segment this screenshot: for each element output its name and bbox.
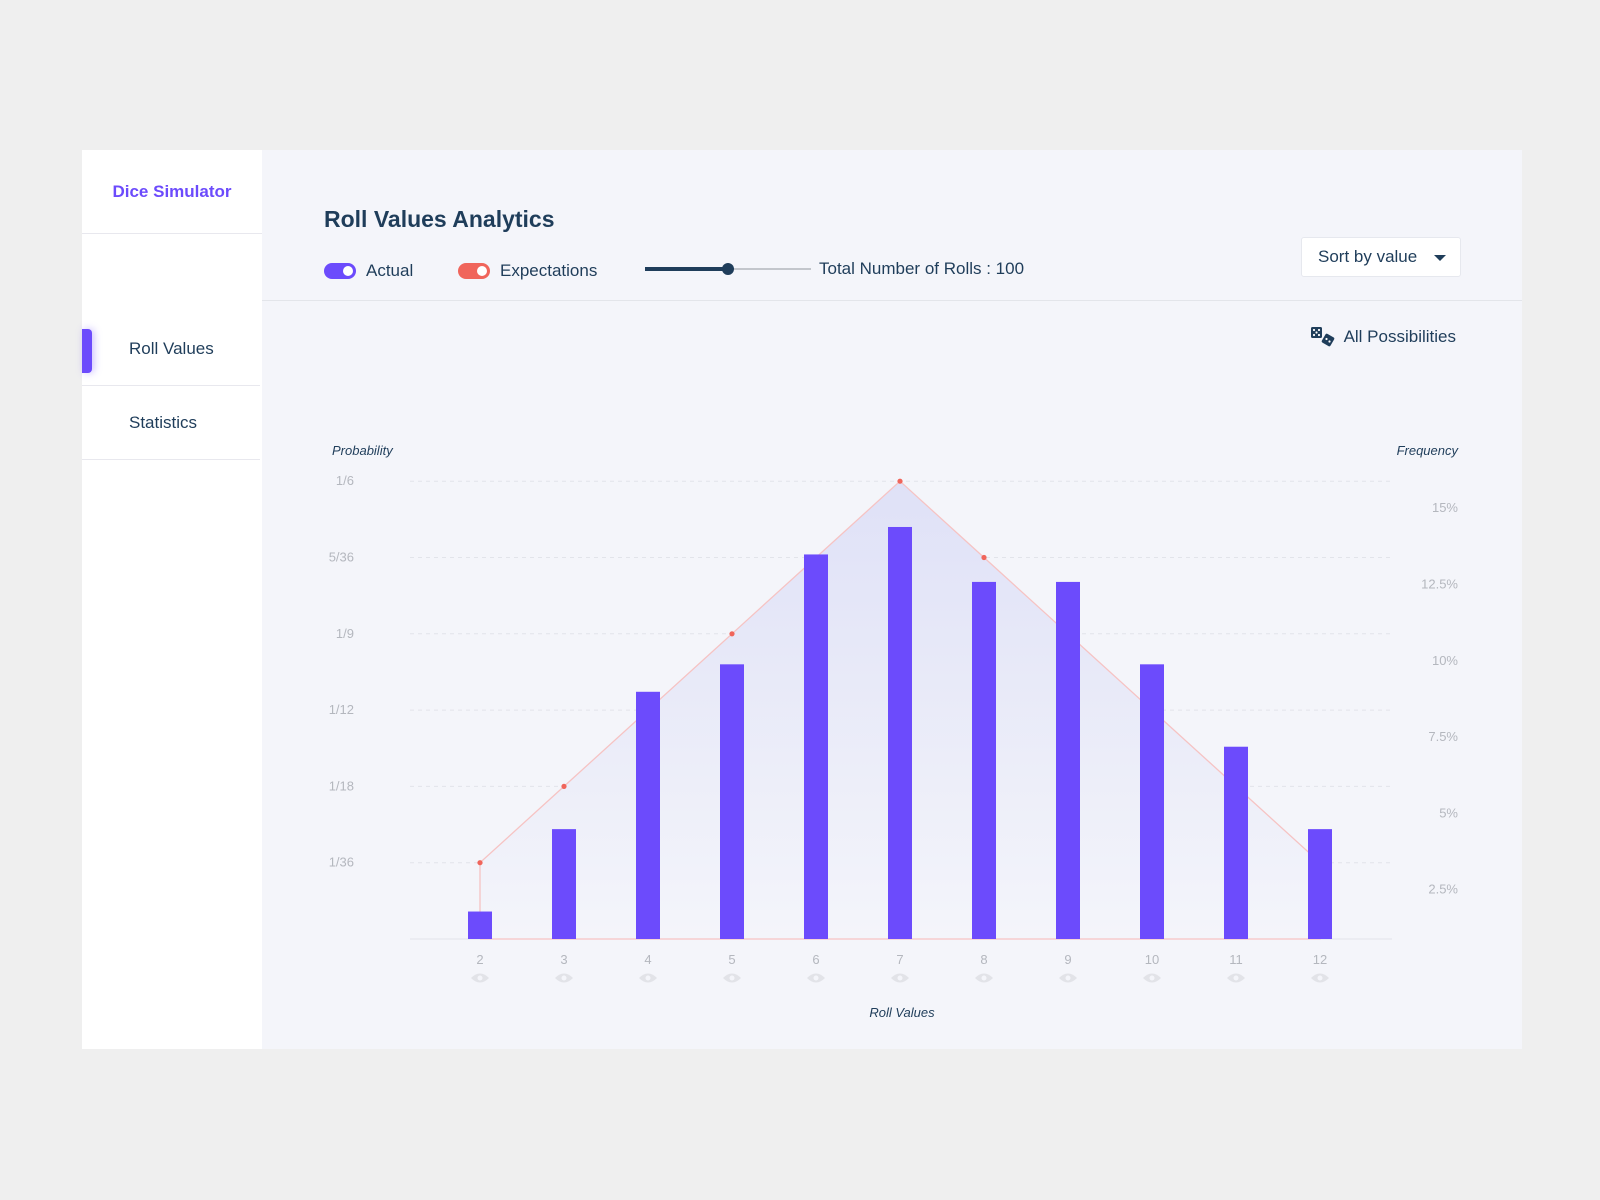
caret-down-icon	[1434, 255, 1446, 261]
expectation-point	[981, 554, 987, 561]
eye-pupil	[813, 975, 819, 981]
expectation-point	[729, 631, 735, 637]
eye-pupil	[645, 975, 651, 981]
x-tick: 6	[812, 952, 819, 967]
eye-pupil	[981, 975, 987, 981]
x-tick: 5	[728, 952, 735, 967]
sort-label: Sort by value	[1318, 247, 1418, 266]
main-panel: Roll Values Analytics Actual Expectation…	[262, 150, 1522, 1049]
expectation-point	[897, 478, 903, 484]
bar-10	[1140, 664, 1164, 939]
toggle-switch[interactable]	[458, 263, 490, 279]
x-tick: 4	[644, 952, 651, 967]
divider	[262, 300, 1522, 301]
y-left-tick: 1/18	[329, 778, 354, 793]
x-tick: 2	[476, 952, 483, 967]
dice-icon	[1310, 327, 1334, 347]
x-tick: 9	[1064, 952, 1071, 967]
slider-fill	[645, 267, 728, 271]
y-right-tick: 2.5%	[1428, 882, 1458, 897]
bar-3	[552, 829, 576, 939]
sidebar-item-roll-values[interactable]: Roll Values	[82, 312, 260, 386]
eye-pupil	[1233, 975, 1239, 981]
bar-8	[972, 581, 996, 939]
x-tick: 10	[1145, 952, 1159, 967]
x-tick: 8	[980, 952, 987, 967]
bar-2	[468, 911, 492, 939]
x-tick: 12	[1313, 952, 1327, 967]
sidebar-item-statistics[interactable]: Statistics	[82, 386, 260, 460]
toggle-label: Actual	[366, 261, 414, 280]
y-left-tick: 1/12	[329, 702, 354, 717]
page-title: Roll Values Analytics	[324, 206, 555, 232]
brand-logo[interactable]: Dice Simulator	[82, 150, 262, 234]
y-right-tick: 10%	[1432, 653, 1458, 668]
sidebar-item-label: Roll Values	[129, 338, 214, 358]
x-axis-label: Roll Values	[869, 1005, 935, 1020]
sort-dropdown[interactable]: Sort by value	[1301, 237, 1461, 277]
eye-pupil	[561, 975, 567, 981]
y-right-tick: 7.5%	[1428, 729, 1458, 744]
eye-pupil	[477, 975, 483, 981]
y-left-tick: 5/36	[329, 550, 354, 565]
bar-11	[1224, 746, 1248, 939]
eye-pupil	[897, 975, 903, 981]
eye-pupil	[1317, 975, 1323, 981]
y-right-label: Frequency	[1397, 443, 1460, 458]
bar-9	[1056, 581, 1080, 939]
bar-6	[804, 554, 828, 939]
x-tick: 11	[1229, 952, 1243, 967]
toggle-actual[interactable]: Actual	[324, 261, 413, 281]
toggle-switch[interactable]	[324, 263, 356, 279]
bar-12	[1308, 829, 1332, 939]
slider-handle[interactable]	[722, 263, 734, 275]
eye-pupil	[729, 975, 735, 981]
y-left-label: Probability	[332, 443, 394, 458]
active-indicator	[82, 329, 92, 373]
x-tick: 7	[896, 952, 903, 967]
toggle-expectations[interactable]: Expectations	[458, 261, 597, 281]
bar-5	[720, 664, 744, 939]
roll-values-chart: Probability Frequency Roll Values 1/36 2.…	[329, 443, 1460, 1020]
rolls-count-label: Total Number of Rolls : 100	[819, 259, 1025, 278]
y-left-tick: 1/36	[329, 855, 354, 870]
toggle-label: Expectations	[500, 261, 598, 280]
eye-pupil	[1065, 975, 1071, 981]
y-left-tick: 1/6	[336, 473, 354, 488]
y-right-tick: 12.5%	[1421, 577, 1458, 592]
all-possibilities-label: All Possibilities	[1343, 327, 1456, 346]
y-right-tick: 5%	[1439, 805, 1458, 820]
expectation-point	[477, 860, 483, 866]
y-left-tick: 1/9	[336, 626, 354, 641]
all-possibilities-button[interactable]: All Possibilities	[1310, 326, 1456, 348]
sidebar: Dice Simulator Roll Values Statistics	[82, 150, 262, 1049]
bar-4	[636, 691, 660, 939]
eye-pupil	[1149, 975, 1155, 981]
expectation-line	[479, 480, 1321, 940]
bar-7	[888, 526, 912, 939]
sidebar-item-label: Statistics	[129, 412, 198, 432]
expectation-point	[561, 783, 567, 789]
x-tick: 3	[560, 952, 567, 967]
y-right-tick: 15%	[1432, 500, 1458, 515]
rolls-slider[interactable]	[645, 263, 811, 275]
